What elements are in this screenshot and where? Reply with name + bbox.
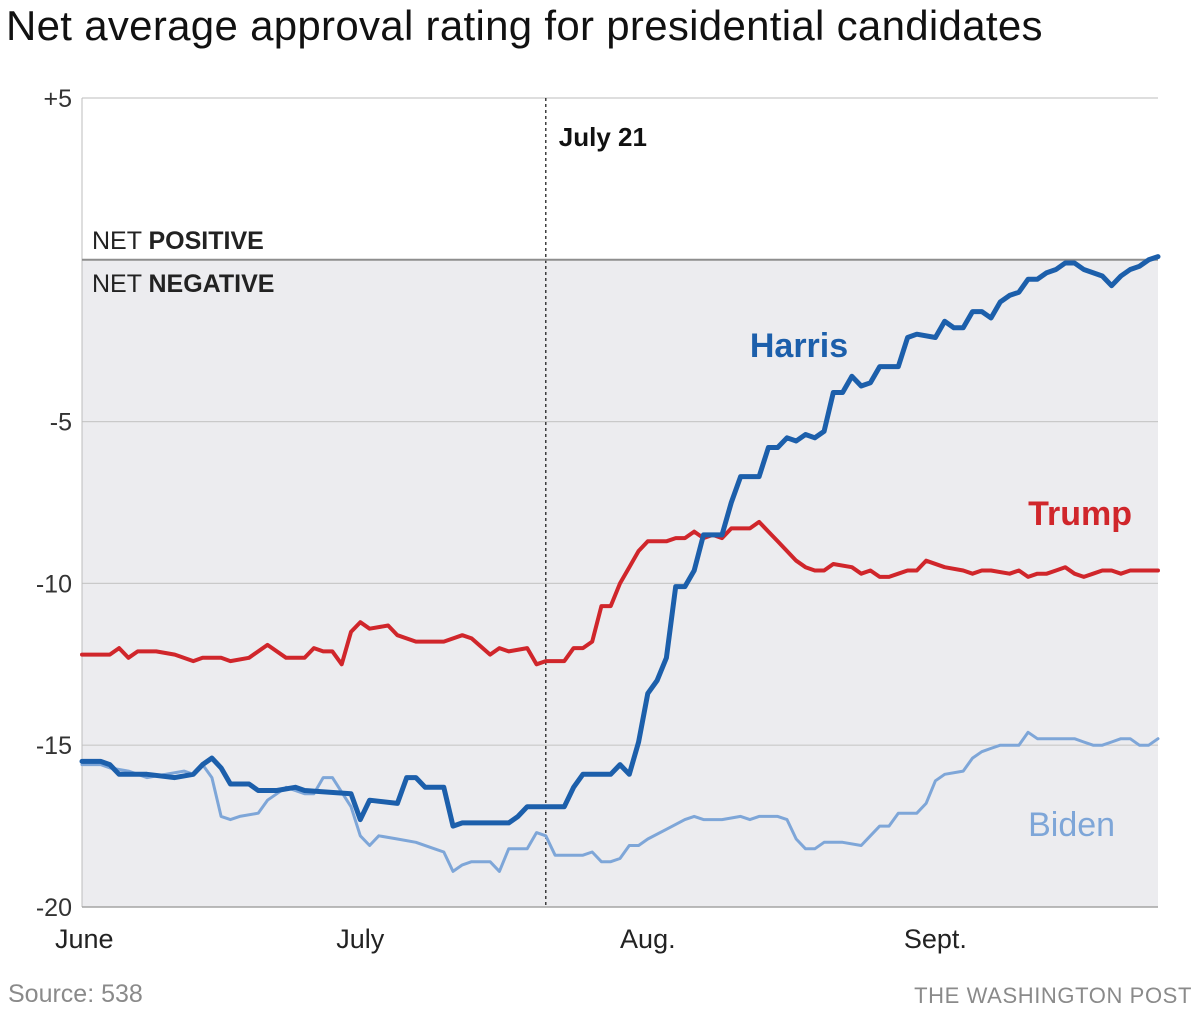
y-tick-label: -5: [50, 409, 72, 437]
x-tick-label: Sept.: [904, 924, 967, 954]
net-negative-label: NET NEGATIVE: [92, 270, 274, 298]
y-tick-label: -15: [36, 732, 72, 760]
july-21-marker-label: July 21: [559, 122, 647, 152]
series-label-biden: Biden: [1028, 806, 1115, 844]
series-line-biden: [80, 730, 1160, 873]
source-note: Source: 538: [8, 980, 143, 1008]
x-tick-label: Aug.: [620, 924, 676, 954]
x-tick-label: July: [336, 924, 385, 954]
series-line-trump: [80, 519, 1160, 667]
net-positive-label: NET POSITIVE: [92, 227, 264, 255]
series-line-harris: [79, 254, 1161, 829]
x-tick-label: June: [55, 924, 114, 954]
y-tick-label: -10: [36, 570, 72, 598]
y-tick-label: -20: [36, 894, 72, 922]
publisher-credit: THE WASHINGTON POST: [914, 983, 1192, 1008]
y-tick-label: +5: [43, 85, 72, 113]
series-label-harris: Harris: [750, 327, 848, 365]
series-label-trump: Trump: [1028, 495, 1132, 533]
chart-title: Net average approval rating for presiden…: [6, 2, 1043, 49]
